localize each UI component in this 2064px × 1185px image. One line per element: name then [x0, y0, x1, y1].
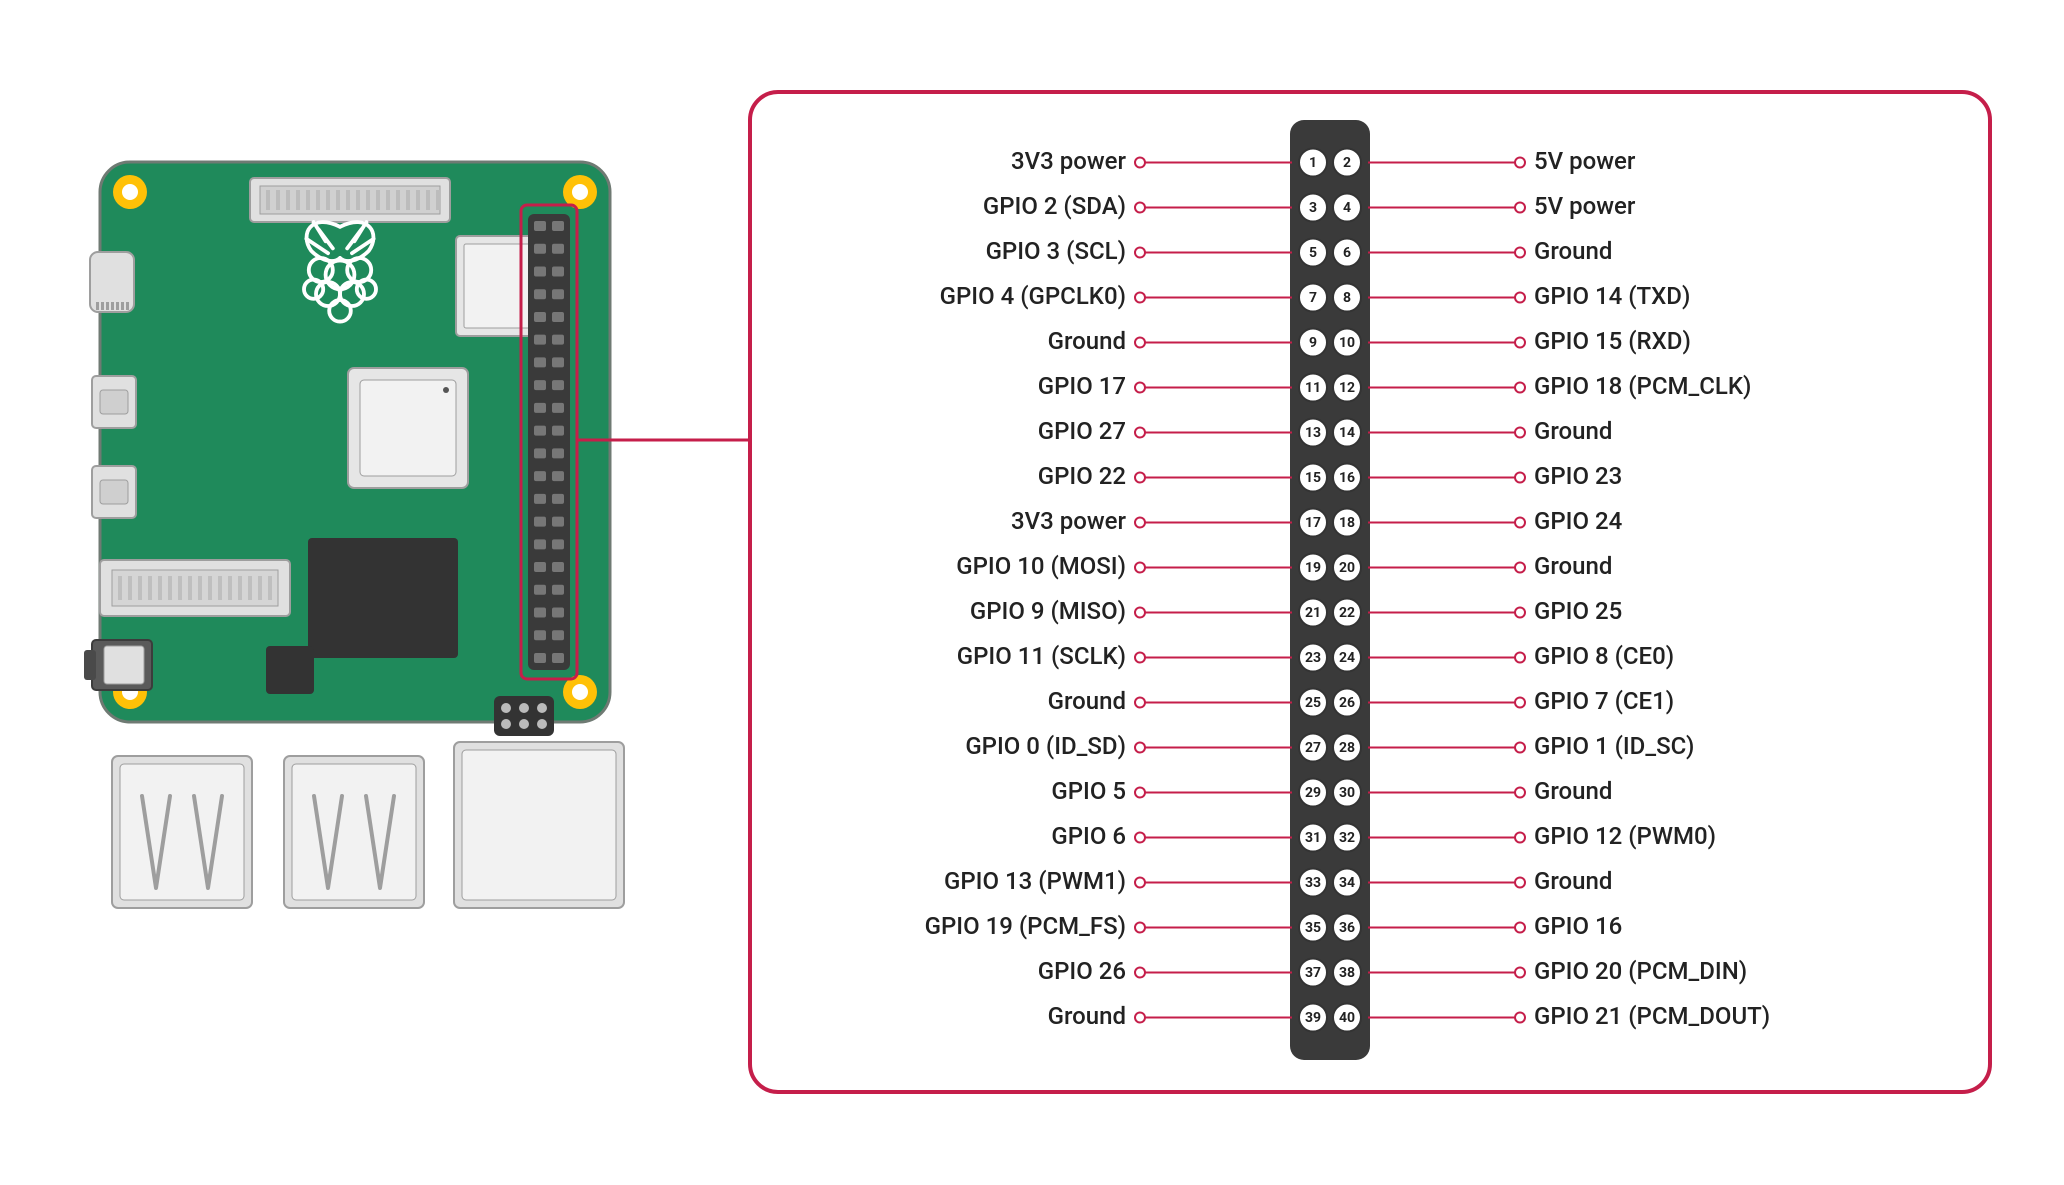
pin-number: 39 [1305, 1010, 1321, 1026]
pin-number: 8 [1343, 290, 1351, 306]
pin-number: 26 [1339, 695, 1355, 711]
pin-row: GPIO 10 (MOSI) 19 20 Ground [956, 552, 1612, 582]
pin-label-left: GPIO 9 (MISO) [970, 597, 1126, 625]
pin-row: GPIO 13 (PWM1) 33 34 Ground [944, 867, 1612, 897]
pin-label-right: GPIO 25 [1534, 597, 1622, 625]
pin-number: 29 [1305, 785, 1321, 801]
pin-label-right: GPIO 24 [1534, 507, 1623, 535]
pin-label-left: GPIO 17 [1038, 372, 1126, 400]
pin-label-right: GPIO 21 (PCM_DOUT) [1534, 1002, 1770, 1030]
pin-label-right: GPIO 8 (CE0) [1534, 642, 1674, 670]
pin-number: 2 [1343, 155, 1351, 171]
pin-number: 28 [1339, 740, 1355, 756]
pin-number: 15 [1305, 470, 1321, 486]
pin-label-left: 3V3 power [1011, 507, 1127, 535]
pin-number: 21 [1305, 605, 1321, 621]
pin-row: GPIO 11 (SCLK) 23 24 GPIO 8 (CE0) [957, 642, 1674, 672]
pin-number: 19 [1305, 560, 1321, 576]
pin-row: GPIO 2 (SDA) 3 4 5V power [983, 192, 1636, 222]
pin-number: 40 [1339, 1010, 1355, 1026]
pin-label-right: Ground [1534, 237, 1612, 265]
pin-number: 22 [1339, 605, 1355, 621]
pin-row: GPIO 26 37 38 GPIO 20 (PCM_DIN) [1038, 957, 1747, 987]
pin-number: 32 [1339, 830, 1355, 846]
pin-label-right: 5V power [1534, 192, 1636, 220]
ethernet-port [454, 742, 624, 908]
pin-number: 12 [1339, 380, 1355, 396]
pin-number: 17 [1305, 515, 1321, 531]
pin-label-right: GPIO 23 [1534, 462, 1622, 490]
pin-number: 24 [1339, 650, 1355, 666]
pin-label-right: GPIO 15 (RXD) [1534, 327, 1691, 355]
pin-row: GPIO 17 11 12 GPIO 18 (PCM_CLK) [1038, 372, 1752, 402]
pin-label-right: 5V power [1534, 147, 1636, 175]
pin-number: 18 [1339, 515, 1355, 531]
pin-label-right: Ground [1534, 867, 1612, 895]
pin-number: 33 [1305, 875, 1321, 891]
pin-number: 14 [1339, 425, 1355, 441]
pin-number: 10 [1339, 335, 1355, 351]
pin-label-right: GPIO 1 (ID_SC) [1534, 732, 1694, 760]
pin-label-left: GPIO 13 (PWM1) [944, 867, 1126, 895]
pin-label-left: GPIO 2 (SDA) [983, 192, 1126, 220]
pin-label-left: Ground [1048, 327, 1126, 355]
pin-number: 38 [1339, 965, 1355, 981]
pin-label-right: GPIO 20 (PCM_DIN) [1534, 957, 1747, 985]
pin-label-right: Ground [1534, 552, 1612, 580]
pin-label-right: GPIO 7 (CE1) [1534, 687, 1674, 715]
pin-label-right: GPIO 14 (TXD) [1534, 282, 1690, 310]
pin-number: 37 [1305, 965, 1321, 981]
pin-label-right: GPIO 12 (PWM0) [1534, 822, 1716, 850]
pin-label-left: GPIO 11 (SCLK) [957, 642, 1126, 670]
pin-number: 13 [1305, 425, 1321, 441]
usb-a-port [284, 756, 424, 908]
pin-number: 20 [1339, 560, 1355, 576]
pin-number: 7 [1309, 290, 1317, 306]
pin-label-left: GPIO 0 (ID_SD) [965, 732, 1126, 760]
pinout-panel: 3V3 power125V powerGPIO 2 (SDA)345V powe… [750, 92, 1990, 1092]
pi-board [84, 162, 624, 908]
pin-number: 23 [1305, 650, 1321, 666]
pin-label-left: GPIO 22 [1038, 462, 1126, 490]
pin-label-right: Ground [1534, 417, 1612, 445]
pin-number: 36 [1339, 920, 1355, 936]
pin-label-left: Ground [1048, 1002, 1126, 1030]
pin-row: GPIO 19 (PCM_FS) 35 36 GPIO 16 [925, 912, 1623, 942]
usb-a-port [112, 756, 252, 908]
pin-label-right: GPIO 18 (PCM_CLK) [1534, 372, 1751, 400]
pin-number: 5 [1309, 245, 1317, 261]
pin-label-left: GPIO 26 [1038, 957, 1126, 985]
pin-number: 3 [1309, 200, 1317, 216]
pin-number: 30 [1339, 785, 1355, 801]
pin-row: Ground 39 40 GPIO 21 (PCM_DOUT) [1048, 1002, 1771, 1032]
pin-label-right: Ground [1534, 777, 1612, 805]
pin-number: 34 [1339, 875, 1355, 891]
pin-number: 1 [1309, 155, 1317, 171]
pin-label-left: GPIO 27 [1038, 417, 1126, 445]
pin-label-left: GPIO 10 (MOSI) [956, 552, 1126, 580]
pin-number: 25 [1305, 695, 1321, 711]
pin-number: 6 [1343, 245, 1351, 261]
gpio-pinout-diagram: 3V3 power125V powerGPIO 2 (SDA)345V powe… [0, 0, 2064, 1185]
pin-label-left: GPIO 19 (PCM_FS) [925, 912, 1126, 940]
pin-label-left: GPIO 3 (SCL) [986, 237, 1126, 265]
pin-number: 9 [1309, 335, 1317, 351]
pin-label-left: GPIO 6 [1051, 822, 1126, 850]
pin-row: GPIO 6 31 32 GPIO 12 (PWM0) [1051, 822, 1716, 852]
pin-row: 3V3 power 17 18 GPIO 24 [1011, 507, 1623, 537]
pin-number: 4 [1343, 200, 1351, 216]
pin-number: 31 [1305, 830, 1321, 846]
pin-number: 11 [1305, 380, 1321, 396]
pin-label-left: Ground [1048, 687, 1126, 715]
pin-number: 16 [1339, 470, 1355, 486]
pin-number: 27 [1305, 740, 1321, 756]
pin-row: GPIO 4 (GPCLK0) 7 8 GPIO 14 (TXD) [940, 282, 1691, 312]
pin-label-right: GPIO 16 [1534, 912, 1622, 940]
pin-label-left: 3V3 power [1011, 147, 1127, 175]
pin-label-left: GPIO 4 (GPCLK0) [940, 282, 1126, 310]
pin-number: 35 [1305, 920, 1321, 936]
pin-label-left: GPIO 5 [1051, 777, 1126, 805]
